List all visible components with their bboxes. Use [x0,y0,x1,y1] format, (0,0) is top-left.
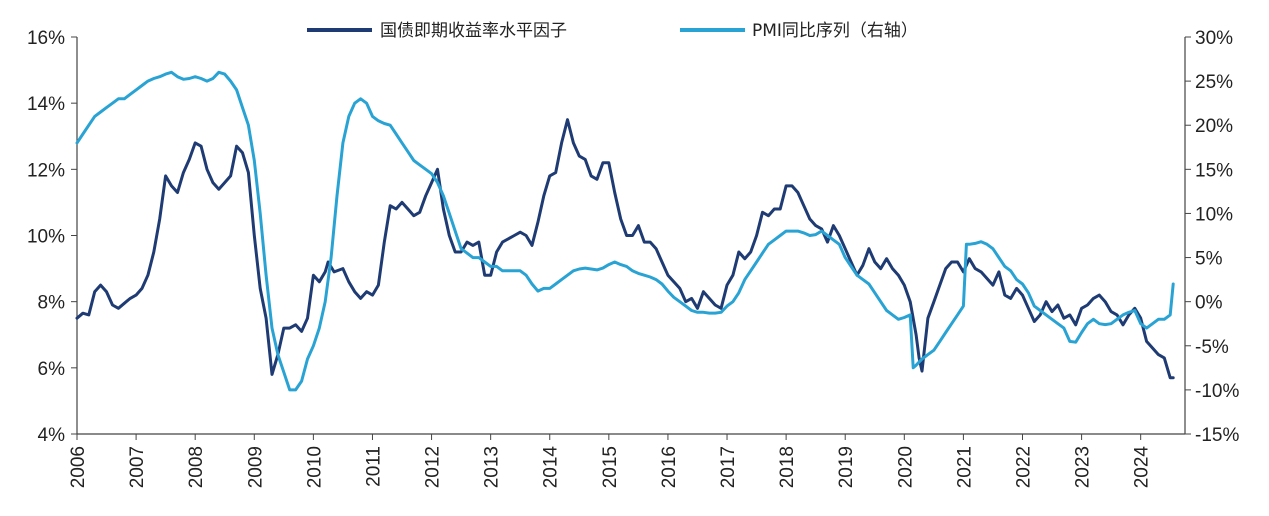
legend: 国债即期收益率水平因子 PMI同比序列（右轴） [307,21,918,41]
x-tick-label: 2022 [1013,446,1034,488]
x-axis-ticks: 2006 2007 2008 2009 2010 2011 2012 2013 2014 2015… [68,434,1153,488]
left-y-tick-label: 12% [27,160,65,181]
x-tick-label: 2009 [245,446,266,488]
series-line-0 [75,118,1175,380]
x-tick-label: 2023 [1073,446,1094,488]
x-tick-label: 2014 [541,446,562,489]
left-y-tick-label: 10% [27,227,65,248]
right-y-tick-label: 5% [1195,249,1223,270]
left-y-axis-ticks: 4% 6% 8% 10% 12% 14% 16% [27,28,77,446]
right-y-tick-label: -10% [1195,381,1239,402]
series-group [75,70,1175,392]
left-y-tick-label: 4% [38,425,66,446]
right-y-tick-label: 30% [1195,28,1233,49]
x-tick-label: 2012 [423,446,444,488]
x-tick-label: 2018 [777,446,798,488]
x-tick-label: 2015 [600,446,621,488]
x-tick-label: 2024 [1132,446,1153,489]
left-y-tick-label: 8% [38,293,66,314]
right-y-tick-label: 0% [1195,293,1223,314]
right-y-tick-label: 20% [1195,116,1233,137]
legend-label-series-0: 国债即期收益率水平因子 [380,21,567,41]
right-y-tick-label: 25% [1195,72,1233,93]
x-tick-label: 2007 [127,446,148,488]
legend-label-series-1: PMI同比序列（右轴） [752,21,918,41]
right-y-axis-ticks: -15% -10% -5% 0% 5% 10% 15% 20% 25% 30% [1185,28,1239,446]
left-y-tick-label: 16% [27,28,65,49]
x-tick-label: 2020 [895,446,916,488]
x-tick-label: 2006 [68,446,89,488]
left-y-tick-label: 6% [38,359,66,380]
right-y-tick-label: 10% [1195,204,1233,225]
left-y-tick-label: 14% [27,94,65,115]
x-tick-label: 2011 [363,446,384,487]
right-y-tick-label: 15% [1195,160,1233,181]
x-tick-label: 2019 [836,446,857,488]
x-tick-label: 2013 [482,446,503,488]
right-y-tick-label: -15% [1195,425,1239,446]
x-tick-label: 2021 [954,446,975,488]
series-line-1 [75,70,1175,392]
x-tick-label: 2016 [659,446,680,488]
x-tick-label: 2008 [186,446,207,488]
right-y-tick-label: -5% [1195,337,1229,358]
x-tick-label: 2017 [718,446,739,488]
x-tick-label: 2010 [304,446,325,488]
